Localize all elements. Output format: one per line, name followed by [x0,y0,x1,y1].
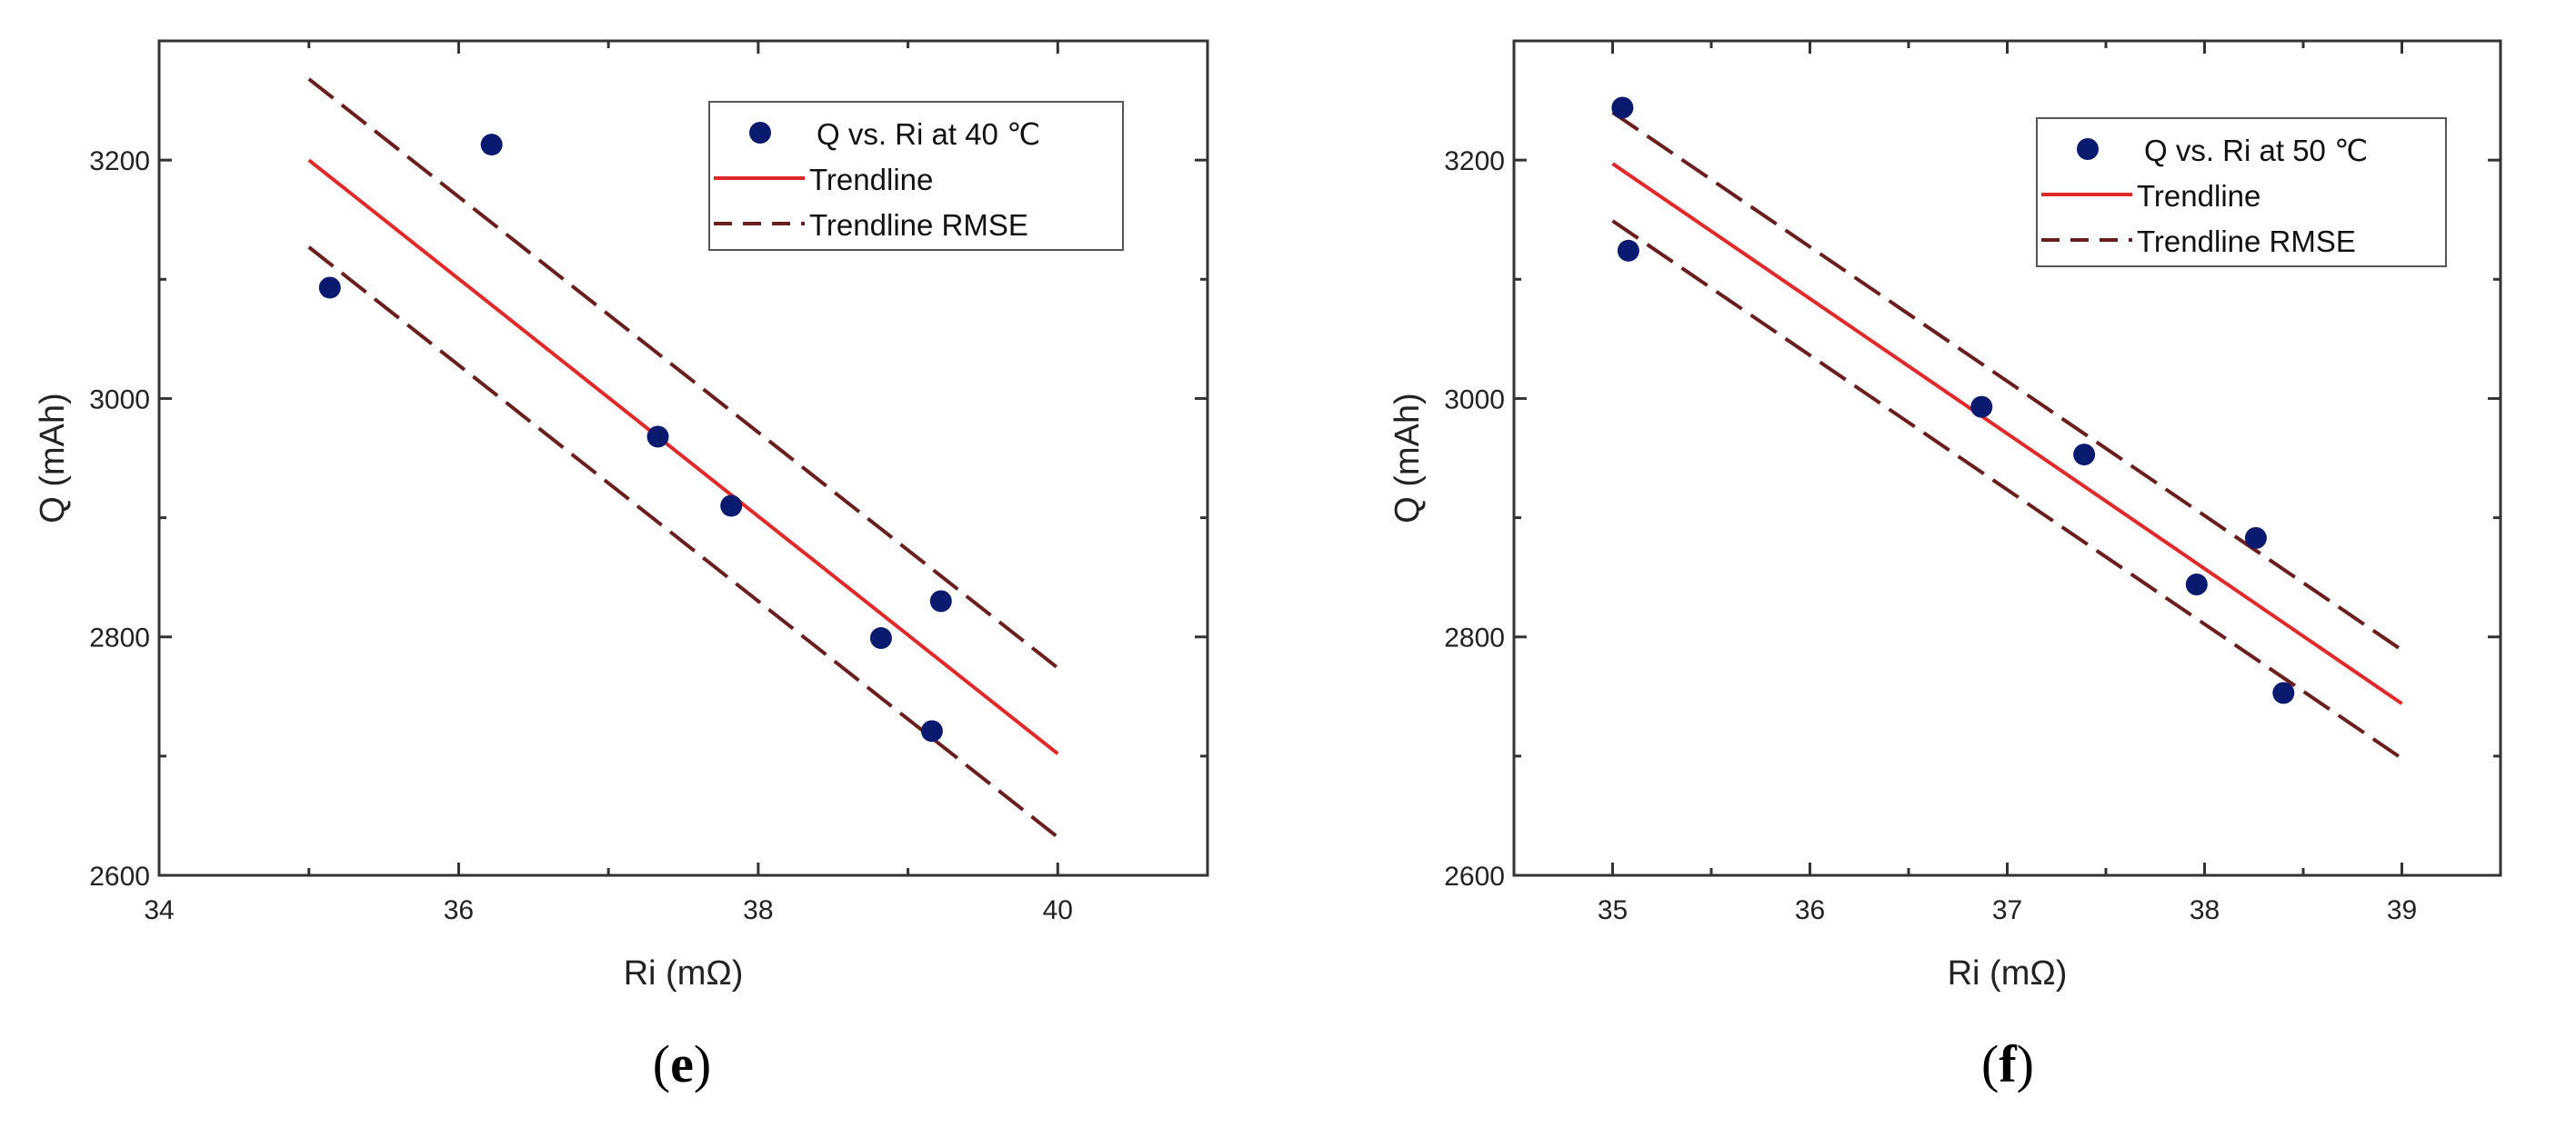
legend-label: Trendline [809,163,933,196]
panel-letter: e [670,1034,694,1093]
data-point [480,134,503,156]
data-point [647,425,669,448]
data-point [869,627,892,650]
data-point [318,276,341,299]
paren: ) [2017,1034,2034,1093]
data-point [1617,239,1639,262]
x-tick-label: 35 [1598,895,1628,925]
data-point [929,590,952,613]
y-tick-label: 2800 [1444,624,1505,654]
x-tick-label: 40 [1043,895,1073,925]
data-point [2185,574,2208,596]
panel-label: (e) [653,1034,711,1093]
chart-panel-f: 35 36 37 38 39 2600 2800 3000 3200 Ri (mΩ) Q (mAh)… [1388,39,2502,1093]
x-tick-label: 37 [1992,895,2022,925]
x-tick-label: 38 [743,895,773,925]
panel-label: (f) [1981,1034,2034,1093]
panel-letter: f [1999,1034,2017,1093]
x-tick-label: 36 [444,895,474,925]
legend-label: Trendline [2137,179,2260,213]
data-point [2272,682,2295,704]
x-axis-title: Ri (mΩ) [624,954,744,993]
y-tick-label: 3200 [89,146,150,176]
legend-label: Q vs. Ri at 50 ℃ [2144,134,2368,167]
paren: ) [694,1034,711,1093]
paren: ( [653,1034,670,1093]
legend-label: Trendline RMSE [2137,225,2356,258]
chart-panel-e: 34 36 38 40 2600 2800 3000 3200 Ri (mΩ) Q (mAh) Q … [34,39,1209,1093]
legend-label: Trendline RMSE [809,208,1028,242]
legend-point-icon [749,122,771,144]
data-point [1611,96,1634,119]
x-axis-title: Ri (mΩ) [1948,954,2068,993]
legend: Q vs. Ri at 50 ℃ Trendline Trendline RMSE [2036,117,2447,267]
data-point [920,720,943,743]
legend-point-icon [2077,138,2099,160]
data-point [2244,526,2267,549]
y-tick-label: 2600 [1444,862,1505,892]
trendline [307,158,1059,755]
y-tick-label: 3000 [89,384,150,414]
rmse-upper-line [307,77,1059,670]
y-tick-label: 3200 [1444,146,1505,176]
y-tick-label: 2800 [89,624,150,654]
y-tick-label: 2600 [89,862,150,892]
data-point [2073,444,2096,466]
paren: ( [1981,1034,1999,1093]
y-tick-label: 3000 [1444,384,1505,414]
data-point [720,494,743,517]
rmse-upper-line [1611,111,2403,652]
y-axis-title: Q (mAh) [34,393,72,524]
x-tick-label: 38 [2190,895,2220,925]
x-tick-label: 36 [1795,895,1825,925]
legend-label: Q vs. Ri at 40 ℃ [817,117,1040,151]
rmse-lower-line [307,245,1059,839]
rmse-lower-line [1611,219,2403,761]
trendline [1611,162,2403,705]
data-point [1970,395,1993,418]
x-tick-label: 34 [144,895,174,925]
plot-frame [157,39,1209,877]
x-tick-label: 39 [2387,895,2417,925]
legend: Q vs. Ri at 40 ℃ Trendline Trendline RMSE [708,101,1124,251]
y-axis-title: Q (mAh) [1388,393,1427,524]
